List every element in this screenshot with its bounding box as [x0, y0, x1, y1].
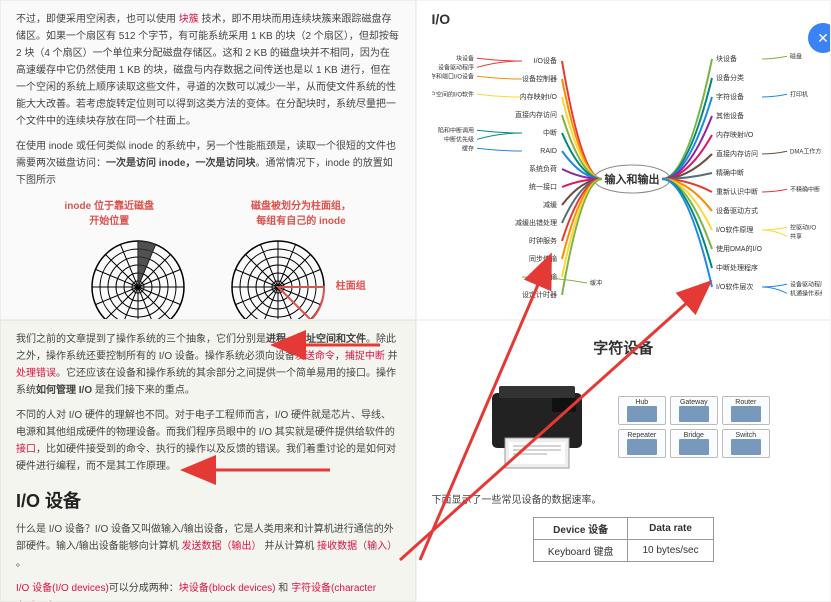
svg-text:I/O设备: I/O设备: [533, 56, 556, 65]
svg-text:设备分类: 设备分类: [716, 73, 744, 82]
net-item: Repeater: [618, 429, 666, 458]
svg-text:内存和端口I/O设备: 内存和端口I/O设备: [432, 72, 474, 80]
svg-text:内存映射I/O: 内存映射I/O: [716, 130, 754, 139]
svg-text:共享: 共享: [790, 232, 802, 240]
table-header: Device 设备: [533, 518, 628, 540]
svg-text:字符设备: 字符设备: [716, 92, 744, 101]
section-heading: I/O 设备: [16, 487, 400, 513]
top-left-panel: 不过，即便采用空闲表，也可以使用 块簇 技术，即不用块而用连续块簇来跟踪磁盘存储…: [0, 0, 416, 320]
svg-text:中断处理程序: 中断处理程序: [716, 263, 758, 272]
svg-text:时钟服务: 时钟服务: [529, 236, 557, 245]
svg-text:统一接口: 统一接口: [529, 182, 557, 191]
svg-text:内存映射I/O: 内存映射I/O: [519, 92, 557, 101]
mindmap-title: I/O: [432, 11, 816, 27]
cylinder-label: 柱面组: [336, 277, 366, 292]
svg-text:时钟停输: 时钟停输: [529, 272, 557, 281]
svg-text:设备驱动方式: 设备驱动方式: [716, 206, 758, 215]
net-item: Gateway: [670, 396, 718, 425]
text: 不过，即便采用空闲表，也可以使用: [16, 14, 179, 25]
text: 技术，即不用块而用连续块簇来跟踪磁盘存储区。如果一个扇区有 512 个字节，有可…: [16, 14, 399, 127]
data-rate-table: Device 设备Data rate Keyboard 键盘10 bytes/s…: [533, 517, 714, 562]
mindmap-svg: I/O设备块设备设备驱动程序设备控制器内存和端口I/O设备内存映射I/O用户空间…: [432, 31, 822, 311]
net-item: Router: [722, 396, 770, 425]
disk-diagrams: (a): [16, 237, 400, 320]
svg-text:打印机: 打印机: [790, 90, 808, 98]
svg-text:DMA工作方式: DMA工作方式: [790, 147, 822, 155]
q4-title: 字符设备: [432, 337, 816, 358]
svg-text:用户空间的I/O软件: 用户空间的I/O软件: [432, 90, 474, 98]
svg-text:块设备: 块设备: [716, 54, 737, 63]
q3-para4: I/O 设备(I/O devices)可以分成两种：块设备(block devi…: [16, 580, 400, 602]
net-item: Bridge: [670, 429, 718, 458]
svg-text:I/O软件层次: I/O软件层次: [716, 282, 753, 291]
svg-text:中断: 中断: [543, 128, 557, 137]
svg-text:设备驱动程序: 设备驱动程序: [790, 280, 822, 288]
bottom-right-panel: 字符设备 HubGatewayRouter RepeaterBridgeSwitc…: [416, 320, 831, 602]
q3-para2: 不同的人对 I/O 硬件的理解也不同。对于电子工程师而言，I/O 硬件就是芯片、…: [16, 407, 400, 475]
svg-text:使用DMA的I/O: 使用DMA的I/O: [716, 244, 762, 253]
disk-caption-b: 磁盘被划分为柱面组， 每组有自己的 inode: [251, 197, 351, 227]
svg-text:缓冲: 缓冲: [590, 279, 602, 287]
svg-text:设备驱动程序: 设备驱动程序: [437, 63, 473, 71]
svg-text:减缓出错处理: 减缓出错处理: [515, 218, 557, 227]
svg-text:I/O软件原理: I/O软件原理: [716, 225, 753, 234]
svg-text:直接内存访问: 直接内存访问: [716, 149, 758, 158]
bold-text: 一次是访问 inode，一次是访问块: [106, 158, 255, 169]
top-right-panel: I/O I/O设备块设备设备驱动程序设备控制器内存和端口I/O设备内存映射I/O…: [416, 0, 831, 320]
q3-para1: 我们之前的文章提到了操作系统的三个抽象，它们分别是进程、地址空间和文件。除此之外…: [16, 331, 400, 399]
net-item: Switch: [722, 429, 770, 458]
network-grid: HubGatewayRouter RepeaterBridgeSwitch: [618, 396, 770, 458]
svg-text:陷和中断调用: 陷和中断调用: [437, 126, 473, 134]
svg-text:直接内存访问: 直接内存访问: [515, 110, 557, 119]
svg-text:系统负荷: 系统负荷: [529, 164, 557, 173]
svg-text:减缓: 减缓: [543, 200, 557, 209]
svg-text:重新认识中断: 重新认识中断: [716, 187, 758, 196]
q1-para2: 在使用 inode 或任何类似 inode 的系统中，另一个性能瓶颈是，读取一个…: [16, 138, 400, 189]
svg-text:精确中断: 精确中断: [716, 168, 744, 177]
svg-text:RAID: RAID: [540, 148, 557, 155]
printer-image: [477, 378, 597, 476]
svg-text:磁盘: 磁盘: [790, 52, 802, 60]
svg-text:设备控制器: 设备控制器: [522, 74, 557, 83]
table-cell: 10 bytes/sec: [628, 540, 713, 562]
table-header: Data rate: [628, 518, 713, 540]
q4-caption: 下面显示了一些常见设备的数据速率。: [432, 492, 816, 509]
q3-para3: 什么是 I/O 设备？I/O 设备又叫做输入/输出设备，它是人类用来和计算机进行…: [16, 521, 400, 572]
svg-text:中断优先级: 中断优先级: [443, 135, 473, 143]
svg-text:其他设备: 其他设备: [716, 111, 744, 120]
disk-b-svg: [228, 237, 328, 320]
disk-caption-a: inode 位于靠近磁盘 开始位置: [65, 197, 154, 227]
svg-text:机通操作系统的I/O软件: 机通操作系统的I/O软件: [790, 289, 822, 297]
float-button[interactable]: ✕: [808, 23, 831, 53]
table-cell: Keyboard 键盘: [533, 540, 628, 562]
svg-text:不精确中断: 不精确中断: [790, 185, 820, 193]
net-item: Hub: [618, 396, 666, 425]
q1-para1: 不过，即便采用空闲表，也可以使用 块簇 技术，即不用块而用连续块簇来跟踪磁盘存储…: [16, 11, 400, 130]
svg-text:块设备: 块设备: [455, 54, 473, 62]
svg-text:设定计时器: 设定计时器: [522, 290, 557, 299]
bottom-left-panel: 我们之前的文章提到了操作系统的三个抽象，它们分别是进程、地址空间和文件。除此之外…: [0, 320, 416, 602]
mindmap-center: 输入和输出: [604, 172, 659, 186]
highlight-text: 块簇: [179, 14, 199, 25]
svg-text:控驱动I/O: 控驱动I/O: [790, 223, 816, 231]
disk-a-svg: [88, 237, 188, 320]
svg-text:同步传输: 同步传输: [529, 254, 557, 263]
svg-text:缓存: 缓存: [461, 144, 473, 152]
